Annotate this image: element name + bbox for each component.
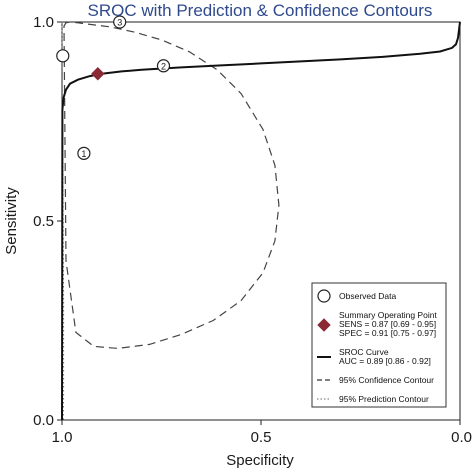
y-tick-label: 0.0: [33, 412, 54, 429]
legend-symbol-summary: [317, 318, 331, 332]
x-tick-label: 1.0: [52, 429, 73, 446]
observed-study-point: [156, 59, 171, 73]
x-tick-label: 0.5: [251, 429, 272, 446]
legend-box: [311, 282, 447, 408]
y-axis-label: Sensitivity: [3, 187, 20, 255]
prediction-contour: [61, 21, 65, 421]
legend-symbol-observed: [317, 289, 331, 303]
observed-study-label: 3: [117, 18, 122, 28]
summary-operating-point: [91, 67, 105, 81]
legend-entry-text: Observed Data: [339, 291, 396, 301]
legend-entry-text: SPEC = 0.91 [0.75 - 0.97]: [339, 328, 436, 338]
observed-study-point: [113, 15, 127, 29]
x-tick-label: 0.0: [451, 429, 472, 446]
y-tick-label: 0.5: [33, 213, 54, 230]
legend-entry-text: 95% Confidence Contour: [339, 375, 434, 385]
confidence-contour: [63, 21, 280, 350]
legend-entry-text: Summary Operating Point: [339, 310, 437, 320]
legend-entry-text: SROC Curve: [339, 347, 389, 357]
plot-layer: 0.0 0.5 1.0 1.0 0.5 0.0 1 2 3: [33, 14, 472, 446]
chart-title: SROC with Prediction & Confidence Contou…: [88, 1, 433, 20]
sroc-curve: [61, 21, 461, 421]
observed-study-label: 1: [81, 149, 86, 159]
x-axis-label: Specificity: [226, 452, 294, 469]
observed-study-point: [56, 49, 70, 63]
legend-entry-text: 95% Prediction Contour: [339, 394, 429, 404]
legend-entry-text: SENS = 0.87 [0.69 - 0.95]: [339, 319, 436, 329]
y-tick-label: 1.0: [33, 14, 54, 31]
legend: Observed Data Summary Operating PointSENS…: [311, 282, 447, 408]
observed-study-label: 2: [161, 61, 166, 71]
observed-study-point: [77, 146, 91, 160]
legend-entry-text: AUC = 0.89 [0.86 - 0.92]: [339, 356, 431, 366]
